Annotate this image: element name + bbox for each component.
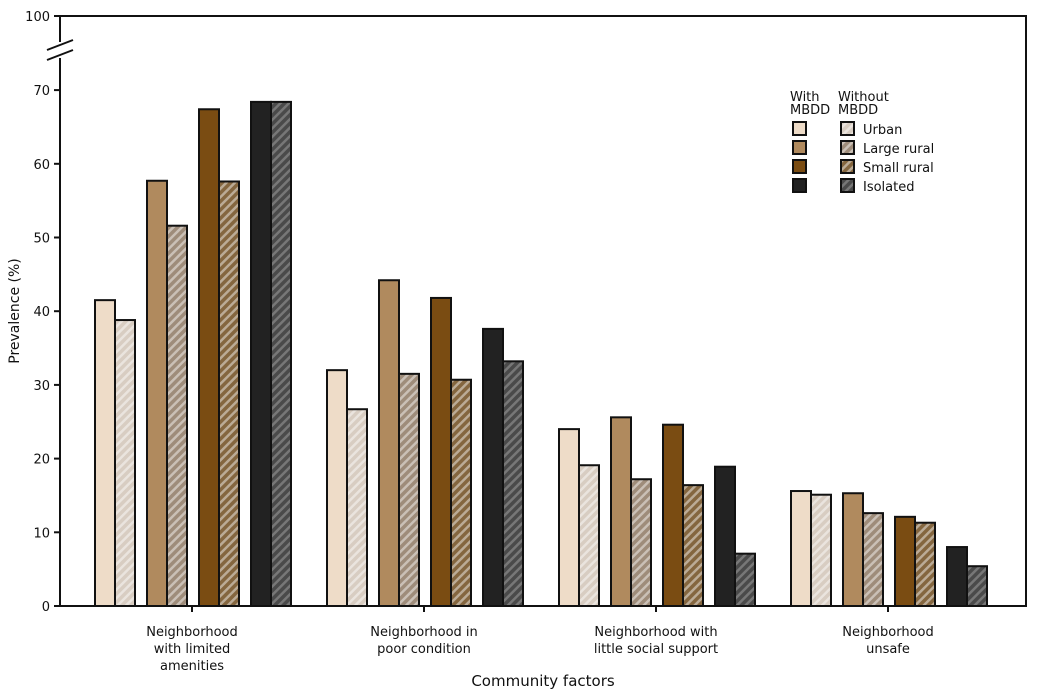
y-tick-label: 100 [25, 10, 50, 25]
legend-swatch-with [792, 159, 807, 174]
x-tick-label: Neighborhood in [370, 625, 478, 640]
bar-small-rural-without [914, 521, 936, 607]
x-tick-label: Neighborhood [146, 625, 238, 640]
legend-label: Isolated [863, 180, 915, 195]
legend-swatch-with [792, 178, 807, 193]
bar-isolated-with [714, 465, 736, 607]
legend-header-with: MBDD [790, 103, 830, 118]
axis-break [46, 39, 74, 51]
bar-small-rural-with [662, 423, 684, 607]
legend-swatch-without [840, 159, 855, 174]
x-tick-label: Neighborhood [842, 625, 934, 640]
bar-large-rural-with [378, 279, 400, 607]
bar-isolated-with [482, 327, 504, 607]
legend-header-without: MBDD [838, 103, 878, 118]
bar-large-rural-without [630, 478, 652, 607]
bar-urban-without [578, 464, 600, 607]
bar-large-rural-with [842, 492, 864, 608]
bar-urban-without [810, 493, 832, 608]
bar-large-rural-without [398, 372, 420, 607]
y-tick-label: 0 [42, 600, 50, 615]
x-tick-label: unsafe [866, 642, 910, 657]
bar-small-rural-with [430, 296, 452, 607]
bar-small-rural-without [682, 484, 704, 607]
y-tick-label: 10 [33, 526, 50, 541]
bar-urban-with [326, 369, 348, 607]
legend-swatch-with [792, 121, 807, 136]
bar-urban-without [346, 408, 368, 608]
y-tick-label: 50 [33, 232, 50, 247]
bar-small-rural-without [218, 180, 240, 607]
y-tick-label: 20 [33, 453, 50, 468]
bar-urban-with [790, 490, 812, 608]
bar-urban-with [558, 428, 580, 607]
bar-large-rural-without [862, 512, 884, 607]
legend-swatch-without [840, 121, 855, 136]
y-tick-label: 30 [33, 379, 50, 394]
x-tick-label: Neighborhood with [594, 625, 717, 640]
bar-small-rural-with [198, 108, 220, 608]
axis-break [46, 49, 74, 61]
bar-small-rural-without [450, 378, 472, 607]
bar-small-rural-with [894, 515, 916, 607]
y-tick-label: 40 [33, 305, 50, 320]
y-tick-label: 70 [33, 84, 50, 99]
x-axis-label: Community factors [471, 672, 615, 690]
bar-isolated-without [966, 565, 988, 608]
bar-urban-without [114, 319, 136, 607]
x-tick-label: poor condition [377, 642, 471, 657]
bar-isolated-without [502, 360, 524, 608]
y-tick-label: 60 [33, 158, 50, 173]
bar-isolated-with [250, 100, 272, 607]
legend-label: Small rural [863, 161, 934, 176]
y-axis-label: Prevalence (%) [7, 258, 23, 364]
legend-header-without: Without [838, 90, 889, 105]
legend-label: Urban [863, 123, 902, 138]
bar-large-rural-with [146, 179, 168, 607]
legend-swatch-without [840, 140, 855, 155]
bar-large-rural-without [166, 224, 188, 607]
bar-urban-with [94, 299, 116, 607]
legend-header-with: With [790, 90, 820, 105]
x-tick-label: little social support [594, 642, 718, 657]
legend-swatch-without [840, 178, 855, 193]
bar-isolated-without [734, 552, 756, 607]
bar-large-rural-with [610, 416, 632, 607]
bar-isolated-without [270, 100, 292, 607]
legend-label: Large rural [863, 142, 934, 157]
legend-swatch-with [792, 140, 807, 155]
x-tick-label: with limited [154, 642, 231, 657]
x-tick-label: amenities [160, 659, 224, 674]
bar-isolated-with [946, 546, 968, 607]
